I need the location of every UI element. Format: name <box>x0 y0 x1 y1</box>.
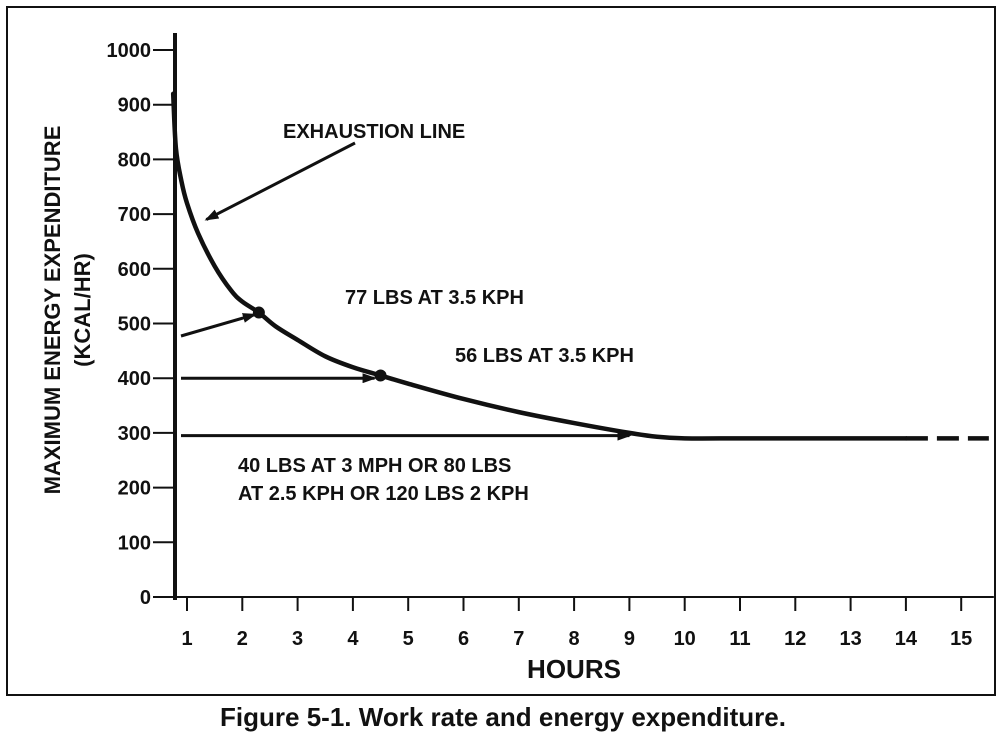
x-tick-label: 5 <box>403 628 414 650</box>
x-tick-label: 2 <box>237 628 248 650</box>
x-tick-label: 11 <box>729 628 750 650</box>
x-tick-label: 3 <box>292 628 303 650</box>
y-tick-label: 1000 <box>107 40 152 62</box>
x-axis-ticks: 1 2 3 4 5 6 7 8 9 10 11 12 13 14 15 <box>181 597 972 650</box>
data-point <box>374 369 387 382</box>
annotation-40-lbs-line2: AT 2.5 KPH OR 120 LBS 2 KPH <box>238 483 529 505</box>
y-tick-label: 200 <box>118 478 151 500</box>
y-axis-unit: (KCAL/HR) <box>70 253 95 367</box>
x-tick-label: 6 <box>458 628 469 650</box>
exhaustion-line <box>170 91 909 441</box>
y-tick-label: 500 <box>118 314 151 336</box>
data-point <box>252 306 265 319</box>
y-tick-label: 0 <box>140 587 151 609</box>
x-tick-label: 15 <box>950 628 972 650</box>
annotation-56-lbs: 56 LBS AT 3.5 KPH <box>455 345 634 367</box>
y-tick-label: 400 <box>118 368 151 390</box>
x-tick-label: 14 <box>895 628 918 650</box>
x-tick-label: 12 <box>784 628 806 650</box>
x-tick-label: 10 <box>674 628 696 650</box>
y-tick-label: 800 <box>118 149 151 171</box>
figure-frame <box>6 6 996 696</box>
axes <box>173 33 994 600</box>
exhaustion-line-arrow <box>204 141 356 221</box>
annotation-77-lbs: 77 LBS AT 3.5 KPH <box>345 287 524 309</box>
y-tick-label: 300 <box>118 423 151 445</box>
annotation-exhaustion-line: EXHAUSTION LINE <box>283 121 465 143</box>
y-tick-label: 100 <box>118 532 151 554</box>
arrow-77-lbs <box>180 313 257 338</box>
y-tick-label: 600 <box>118 259 151 281</box>
annotation-arrows <box>180 141 632 441</box>
y-tick-label: 900 <box>118 95 151 117</box>
x-tick-label: 7 <box>513 628 524 650</box>
y-axis-title: MAXIMUM ENERGY EXPENDITURE <box>40 126 65 495</box>
series-group <box>170 91 989 441</box>
x-tick-label: 9 <box>624 628 635 650</box>
x-tick-label: 1 <box>181 628 192 650</box>
x-tick-label: 4 <box>347 628 359 650</box>
x-tick-label: 13 <box>839 628 861 650</box>
y-tick-label: 700 <box>118 204 151 226</box>
annotation-40-lbs-line1: 40 LBS AT 3 MPH OR 80 LBS <box>238 455 511 477</box>
x-axis-title: HOURS <box>527 654 621 684</box>
y-axis-ticks: 0 100 200 300 400 500 600 700 800 900 1000 <box>107 40 175 609</box>
x-tick-label: 8 <box>569 628 580 650</box>
figure-caption: Figure 5-1. Work rate and energy expendi… <box>220 702 786 732</box>
